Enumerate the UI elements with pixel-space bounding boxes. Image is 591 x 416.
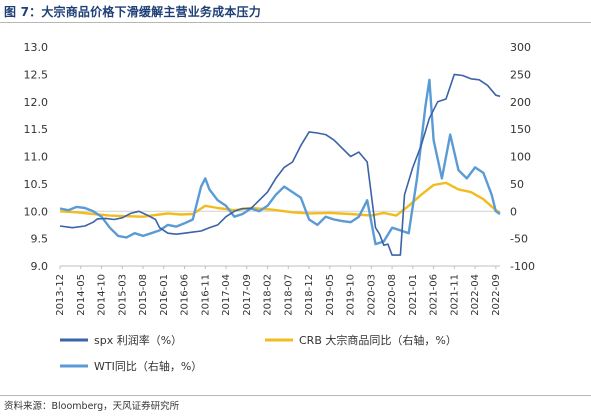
x-tick-label: 2015-03 — [117, 274, 128, 316]
right-tick-label: 50 — [510, 178, 524, 191]
x-tick-label: 2017-04 — [221, 274, 232, 316]
x-tick-label: 2016-01 — [159, 274, 170, 316]
x-tick-label: 2015-08 — [138, 274, 149, 316]
source-divider — [0, 395, 591, 396]
x-tick-label: 2018-07 — [283, 274, 294, 316]
left-tick-label: 10.0 — [24, 205, 49, 218]
series-line-spx — [59, 73, 501, 256]
x-tick-label: 2020-08 — [387, 274, 398, 316]
x-tick-label: 2021-06 — [429, 274, 440, 316]
right-tick-label: 150 — [510, 123, 531, 136]
x-tick-label: 2021-11 — [449, 274, 460, 316]
right-tick-label: -100 — [510, 260, 535, 273]
series-line-wti — [59, 78, 501, 246]
right-tick-label: -50 — [510, 233, 528, 246]
figure-title: 图 7：大宗商品价格下滑缓解主营业务成本压力 — [4, 5, 261, 19]
x-tick-label: 2014-05 — [76, 274, 87, 316]
legend-label-spx: spx 利润率（%） — [94, 333, 182, 347]
series-line-crb — [59, 181, 501, 218]
left-tick-label: 11.0 — [24, 151, 49, 164]
x-tick-label: 2013-12 — [55, 274, 66, 316]
legend-label-crb: CRB 大宗商品同比（右轴，%） — [299, 333, 457, 347]
x-tick-label: 2018-02 — [263, 274, 274, 316]
x-tick-label: 2020-03 — [366, 274, 377, 316]
x-tick-label: 2014-10 — [97, 274, 108, 316]
left-tick-label: 12.5 — [24, 68, 49, 81]
x-axis-ticks: 2013-12 2014-05 2014-10 2015-03 2015-08 2016-… — [55, 266, 502, 316]
x-tick-label: 2019-10 — [346, 274, 357, 316]
x-tick-label: 2016-11 — [200, 274, 211, 316]
right-tick-label: 300 — [510, 41, 531, 54]
left-tick-label: 12.0 — [24, 96, 49, 109]
left-tick-label: 9.0 — [31, 260, 49, 273]
right-tick-label: 250 — [510, 68, 531, 81]
x-tick-label: 2016-06 — [180, 274, 191, 316]
x-tick-label: 2019-05 — [325, 274, 336, 316]
x-tick-label: 2022-09 — [491, 274, 502, 316]
x-tick-label: 2017-09 — [242, 274, 253, 316]
left-tick-label: 9.5 — [31, 233, 49, 246]
right-tick-label: 100 — [510, 151, 531, 164]
x-tick-label: 2021-01 — [408, 274, 419, 316]
left-tick-label: 11.5 — [24, 123, 49, 136]
source-note: 资料来源：Bloomberg，天风证券研究所 — [4, 401, 180, 412]
legend: spx 利润率（%） CRB 大宗商品同比（右轴，%） WTI同比（右轴，%） — [60, 333, 457, 373]
legend-label-wti: WTI同比（右轴，%） — [94, 359, 202, 373]
left-axis-ticks: 13.0 12.5 12.0 11.5 11.0 10.5 10.0 9.5 9.0 — [24, 41, 49, 273]
right-tick-label: 200 — [510, 96, 531, 109]
right-axis-ticks: 300 250 200 150 100 50 0 -50 -100 — [510, 41, 535, 273]
x-tick-label: 2022-04 — [470, 274, 481, 316]
x-tick-label: 2018-12 — [304, 274, 315, 316]
series-lines — [59, 73, 501, 256]
title-divider — [0, 22, 591, 23]
left-tick-label: 13.0 — [24, 41, 49, 54]
left-tick-label: 10.5 — [24, 178, 49, 191]
right-tick-label: 0 — [510, 205, 517, 218]
